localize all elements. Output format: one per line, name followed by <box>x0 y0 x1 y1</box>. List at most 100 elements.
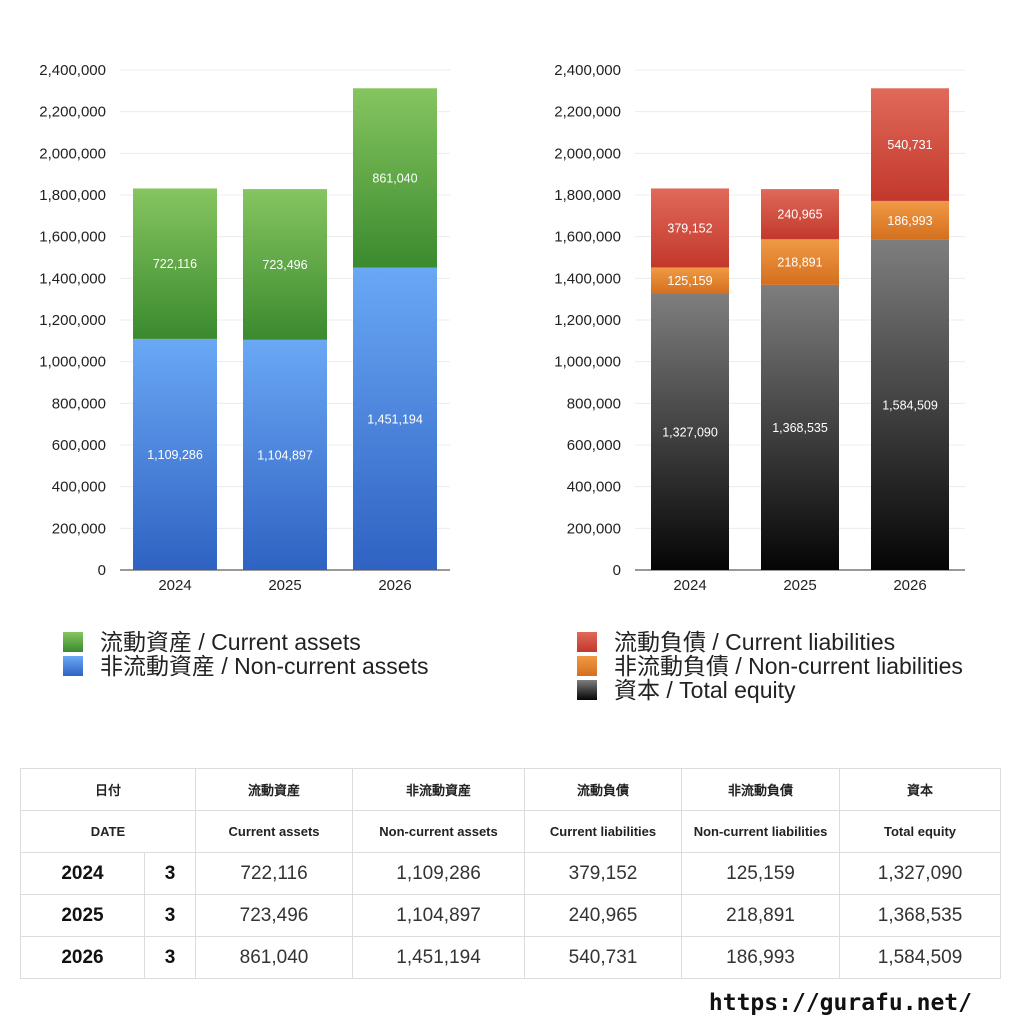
value-cell: 540,731 <box>524 936 683 979</box>
bar-segment <box>651 188 729 268</box>
y-tick-label: 200,000 <box>567 520 621 537</box>
header-cell: Current liabilities <box>524 810 683 853</box>
y-tick-label: 600,000 <box>567 437 621 454</box>
bar-segment <box>651 267 729 294</box>
legend-swatch <box>577 632 597 652</box>
data-label: 1,109,286 <box>147 448 203 462</box>
x-tick-label: 2024 <box>158 577 191 594</box>
table-header-jp: 日付 流動資産 非流動資産 流動負債 非流動負債 資本 <box>19 768 1002 811</box>
data-label: 379,152 <box>667 221 712 235</box>
value-cell: 1,584,509 <box>839 936 1002 979</box>
value-cell: 218,891 <box>681 894 841 937</box>
y-tick-label: 200,000 <box>52 520 106 537</box>
header-cell: 非流動負債 <box>681 768 841 811</box>
legend-item-total-equity: 資本 / Total equity <box>577 678 963 702</box>
bar-segment <box>761 284 839 570</box>
x-tick-label: 2025 <box>268 577 301 594</box>
y-tick-label: 2,400,000 <box>39 62 106 79</box>
y-tick-label: 600,000 <box>52 437 106 454</box>
month-cell: 3 <box>143 936 197 979</box>
bar-segment <box>761 239 839 285</box>
y-tick-label: 1,200,000 <box>554 312 621 329</box>
data-label: 125,159 <box>667 274 712 288</box>
value-cell: 1,327,090 <box>839 852 1002 895</box>
header-cell: Non-current liabilities <box>681 810 841 853</box>
legend-label: 非流動負債 / Non-current liabilities <box>614 653 963 679</box>
assets-chart: 0 200,000 400,000 600,000 800,000 1,000,000 1,… <box>39 62 450 594</box>
y-tick-label: 0 <box>98 562 106 579</box>
value-cell: 125,159 <box>681 852 841 895</box>
x-tick-label: 2024 <box>673 577 706 594</box>
bar-segment <box>353 88 437 268</box>
site-url[interactable]: https://gurafu.net/ <box>708 990 972 1016</box>
y-tick-label: 1,400,000 <box>39 270 106 287</box>
header-cell: DATE <box>19 810 197 853</box>
header-cell: 日付 <box>19 768 197 811</box>
assets-legend: 流動資産 / Current assets 非流動資産 / Non-curren… <box>63 630 428 678</box>
data-label: 861,040 <box>372 171 417 185</box>
header-cell: Current assets <box>195 810 354 853</box>
data-label: 218,891 <box>777 256 822 270</box>
data-label: 1,368,535 <box>772 421 828 435</box>
bar-segment <box>651 293 729 570</box>
table-header-en: DATE Current assets Non-current assets C… <box>19 810 1002 853</box>
data-label: 240,965 <box>777 208 822 222</box>
value-cell: 1,451,194 <box>352 936 526 979</box>
year-cell: 2025 <box>20 894 145 937</box>
y-tick-label: 1,600,000 <box>554 229 621 246</box>
header-cell: Total equity <box>839 810 1002 853</box>
charts-canvas: 0 200,000 400,000 600,000 800,000 1,000,000 1,… <box>39 62 965 594</box>
data-label: 1,451,194 <box>367 412 423 426</box>
y-tick-label: 1,800,000 <box>554 187 621 204</box>
bar-segment <box>243 189 327 340</box>
legend-swatch <box>577 680 597 700</box>
legend-item-current-liabilities: 流動負債 / Current liabilities <box>577 630 963 654</box>
year-cell: 2026 <box>20 936 145 979</box>
y-tick-label: 2,000,000 <box>39 145 106 162</box>
value-cell: 186,993 <box>681 936 841 979</box>
y-tick-label: 1,400,000 <box>554 270 621 287</box>
bar-segment <box>353 267 437 570</box>
legend-item-current-assets: 流動資産 / Current assets <box>63 630 428 654</box>
value-cell: 379,152 <box>524 852 683 895</box>
legend-item-non-current-liabilities: 非流動負債 / Non-current liabilities <box>577 654 963 678</box>
value-cell: 861,040 <box>195 936 354 979</box>
y-tick-label: 1,000,000 <box>39 354 106 371</box>
y-tick-label: 2,200,000 <box>554 104 621 121</box>
month-cell: 3 <box>143 852 197 895</box>
table-row: 2024 3 722,116 1,109,286 379,152 125,159… <box>20 852 1002 895</box>
y-tick-label: 400,000 <box>567 479 621 496</box>
header-cell: 流動負債 <box>524 768 683 811</box>
x-tick-label: 2026 <box>893 577 926 594</box>
value-cell: 1,368,535 <box>839 894 1002 937</box>
table-row: 2026 3 861,040 1,451,194 540,731 186,993… <box>20 936 1002 979</box>
y-tick-label: 1,800,000 <box>39 187 106 204</box>
legend-swatch <box>577 656 597 676</box>
y-tick-label: 400,000 <box>52 479 106 496</box>
bar-segment <box>133 338 217 570</box>
bar-segment <box>761 189 839 240</box>
data-label: 1,327,090 <box>662 425 718 439</box>
data-label: 1,584,509 <box>882 398 938 412</box>
bar-segment <box>871 239 949 570</box>
year-cell: 2024 <box>20 852 145 895</box>
x-tick-label: 2025 <box>783 577 816 594</box>
value-cell: 1,104,897 <box>352 894 526 937</box>
bar-segment <box>133 188 217 339</box>
x-tick-label: 2026 <box>378 577 411 594</box>
legend-swatch <box>63 632 83 652</box>
data-label: 722,116 <box>153 257 197 271</box>
data-label: 540,731 <box>887 138 932 152</box>
bar-segment <box>871 200 949 240</box>
header-cell: Non-current assets <box>352 810 526 853</box>
y-tick-label: 1,600,000 <box>39 229 106 246</box>
value-cell: 240,965 <box>524 894 683 937</box>
bar-segment <box>871 88 949 201</box>
value-cell: 722,116 <box>195 852 354 895</box>
header-cell: 非流動資産 <box>352 768 526 811</box>
legend-label: 流動負債 / Current liabilities <box>614 629 896 655</box>
table-row: 2025 3 723,496 1,104,897 240,965 218,891… <box>20 894 1002 937</box>
y-tick-label: 0 <box>613 562 621 579</box>
legend-label: 非流動資産 / Non-current assets <box>100 653 429 679</box>
y-tick-label: 1,000,000 <box>554 354 621 371</box>
